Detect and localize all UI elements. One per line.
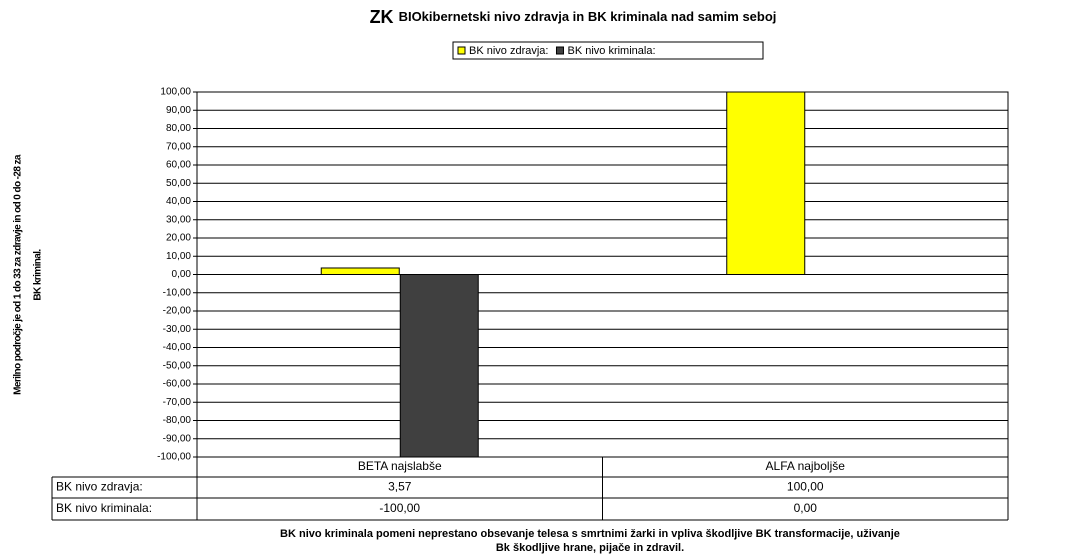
footnote: Bk škodljive hrane, pijače in zdravil. xyxy=(496,542,684,554)
y-tick-label: 50,00 xyxy=(166,178,191,189)
x-tick-label: BETA najslabše xyxy=(358,459,442,473)
title-text: BIOkibernetski nivo zdravja in BK krimin… xyxy=(399,9,777,24)
y-tick-label: 0,00 xyxy=(172,269,192,280)
y-tick-label: 70,00 xyxy=(166,141,191,152)
bar xyxy=(320,267,400,275)
y-tick-label: 10,00 xyxy=(166,251,191,262)
title-emphasis: ZK xyxy=(370,7,394,27)
y-tick-label: 100,00 xyxy=(160,87,191,98)
y-axis-label: Merilno področje je od 1 do 33 za zdravj… xyxy=(13,154,44,395)
y-tick-label: -30,00 xyxy=(163,324,192,335)
bar xyxy=(726,91,806,275)
legend-swatch xyxy=(457,46,466,55)
y-tick-label: -40,00 xyxy=(163,342,192,353)
legend-box xyxy=(452,41,764,60)
y-tick-label: -20,00 xyxy=(163,306,192,317)
footnote: BK nivo kriminala pomeni neprestano obse… xyxy=(280,528,900,540)
y-label-line: BK kriminal. xyxy=(33,249,44,301)
y-tick-label: -80,00 xyxy=(163,415,192,426)
table-value: 100,00 xyxy=(787,480,824,494)
y-tick-label: -60,00 xyxy=(163,379,192,390)
legend-label: BK nivo zdravja: xyxy=(469,45,548,57)
y-tick-label: 80,00 xyxy=(166,123,191,134)
y-tick-label: 90,00 xyxy=(166,105,191,116)
y-tick-label: -90,00 xyxy=(163,433,192,444)
y-tick-label: 30,00 xyxy=(166,214,191,225)
legend-swatch xyxy=(555,46,564,55)
y-tick-label: -70,00 xyxy=(163,397,192,408)
table-row-label: BK nivo zdravja: xyxy=(56,480,143,494)
y-tick-label: 20,00 xyxy=(166,233,191,244)
table-value: 3,57 xyxy=(388,480,412,494)
x-tick-label: ALFA najboljše xyxy=(766,459,846,473)
y-tick-label: -10,00 xyxy=(163,287,192,298)
table-value: 0,00 xyxy=(794,501,818,515)
bar xyxy=(399,274,479,458)
y-tick-label: -100,00 xyxy=(157,452,191,463)
y-tick-label: 60,00 xyxy=(166,160,191,171)
table-value: -100,00 xyxy=(379,501,420,515)
table-row-label: BK nivo kriminala: xyxy=(56,501,152,515)
chart-title: ZK BIOkibernetski nivo zdravja in BK krim… xyxy=(370,7,777,27)
y-tick-label: -50,00 xyxy=(163,360,192,371)
y-tick-label: 40,00 xyxy=(166,196,191,207)
y-label-line: Merilno področje je od 1 do 33 za zdravj… xyxy=(13,154,24,395)
legend-label: BK nivo kriminala: xyxy=(567,45,655,57)
